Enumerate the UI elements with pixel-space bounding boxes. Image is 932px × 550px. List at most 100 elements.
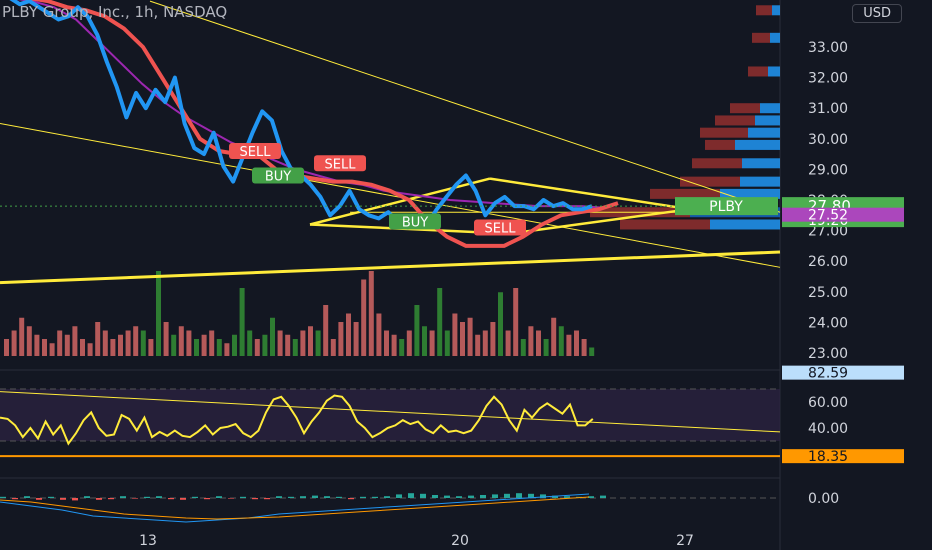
macd-histogram-bar — [564, 496, 570, 498]
ma-price-text: 27.52 — [808, 208, 848, 224]
macd-histogram-bar — [216, 496, 222, 498]
rsi-high-text: 82.59 — [808, 366, 848, 382]
macd-histogram-bar — [420, 493, 426, 498]
signal-badge — [252, 167, 304, 184]
macd-histogram-bar — [204, 498, 210, 500]
price-tick-label: 32.00 — [808, 71, 848, 87]
macd-histogram-bar — [228, 498, 234, 499]
volume-profile — [590, 5, 780, 230]
price-tick-label: 29.00 — [808, 162, 848, 178]
volume-bar — [186, 330, 192, 356]
macd-histogram-bar — [396, 494, 402, 498]
price-line — [9, 0, 593, 230]
rsi-high-badge — [782, 365, 904, 380]
macd-pane: 0.00 — [0, 491, 839, 523]
volume-bar — [209, 330, 215, 356]
trend-line — [489, 177, 691, 211]
macd-histogram-bar — [84, 496, 90, 498]
volume-bar — [34, 334, 40, 356]
volume-bar — [64, 334, 70, 356]
volume-profile-bar — [692, 158, 742, 169]
volume-bar — [315, 330, 321, 356]
volume-bar — [216, 339, 222, 356]
macd-histogram-bar — [552, 495, 558, 498]
trend-line — [0, 250, 781, 285]
volume-bar — [125, 330, 131, 356]
volume-bar — [308, 326, 313, 356]
ma-price-badge — [782, 207, 904, 222]
macd-histogram-bar — [180, 498, 186, 500]
macd-histogram-bar — [276, 496, 282, 498]
volume-profile-bar — [760, 103, 780, 114]
volume-bar — [399, 339, 405, 356]
volume-bar — [482, 330, 488, 356]
volume-bar — [467, 317, 473, 356]
fast-ma-line — [10, 0, 619, 248]
signal-label-buy: BUY — [389, 213, 441, 230]
signal-text: SELL — [240, 145, 272, 160]
signal-badge — [229, 143, 281, 160]
volume-profile-bar — [715, 115, 755, 126]
macd-histogram-bar — [372, 496, 378, 498]
price-tick-label: 24.00 — [808, 315, 848, 331]
volume-bar — [11, 330, 17, 356]
price-tick-label: 33.00 — [808, 40, 848, 56]
signal-text: SELL — [325, 157, 357, 172]
macd-histogram-bar — [408, 493, 414, 498]
volume-profile-bar — [720, 188, 780, 199]
macd-histogram-bar — [588, 496, 594, 498]
signal-text: SELL — [485, 222, 517, 237]
macd-histogram-bar — [444, 495, 450, 498]
macd-signal-line — [0, 496, 590, 520]
macd-histogram-bar — [432, 495, 438, 498]
chart-title: PLBY Group, Inc., 1h, NASDAQ — [2, 3, 228, 21]
signal-badge — [389, 213, 441, 230]
time-tick-label: 20 — [451, 533, 469, 549]
volume-bar — [133, 326, 139, 356]
macd-histogram-bar — [492, 494, 498, 498]
volume-bar — [581, 339, 587, 356]
volume-profile-bar — [700, 127, 748, 138]
volume-bar — [528, 326, 534, 356]
rsi-low-badge — [782, 449, 904, 464]
volume-bar — [285, 334, 291, 356]
volume-bar — [558, 326, 564, 356]
macd-histogram-bar — [120, 496, 126, 498]
volume-bar — [391, 334, 397, 356]
volume-bar — [323, 305, 329, 356]
price-tick-label: 25.00 — [808, 285, 848, 301]
volume-bar — [194, 339, 199, 356]
volume-profile-bar — [740, 176, 780, 187]
price-tick-label: 26.00 — [808, 254, 848, 270]
trend-lines — [0, 0, 781, 285]
volume-bar — [589, 347, 595, 356]
macd-histogram-bar — [72, 498, 78, 501]
macd-histogram-bar — [456, 496, 462, 498]
volume-bar — [277, 330, 283, 356]
currency-button[interactable]: USD — [852, 4, 902, 23]
macd-line — [0, 493, 590, 523]
rsi-tick-label: 60.00 — [808, 395, 848, 411]
volume-bar — [247, 330, 253, 356]
volume-bar — [72, 326, 78, 356]
volume-bar — [566, 334, 572, 356]
volume-profile-bar — [772, 5, 780, 16]
volume-bar — [384, 330, 389, 356]
signal-label-sell: SELL — [229, 143, 281, 160]
macd-histogram-bar — [192, 496, 198, 498]
signal-label-buy: BUY — [252, 167, 304, 185]
macd-histogram-bar — [600, 495, 606, 498]
signal-badge — [314, 155, 366, 172]
volume-bar — [118, 334, 123, 356]
signal-badge — [474, 219, 526, 236]
trend-line — [0, 123, 781, 268]
macd-histogram-bar — [324, 496, 330, 498]
volume-bar — [376, 313, 382, 356]
volume-bar — [505, 330, 511, 356]
volume-bar — [26, 326, 32, 356]
macd-histogram-bar — [36, 498, 42, 500]
macd-histogram-bar — [288, 496, 294, 498]
macd-histogram-bar — [516, 493, 522, 498]
macd-histogram-bar — [144, 496, 150, 498]
